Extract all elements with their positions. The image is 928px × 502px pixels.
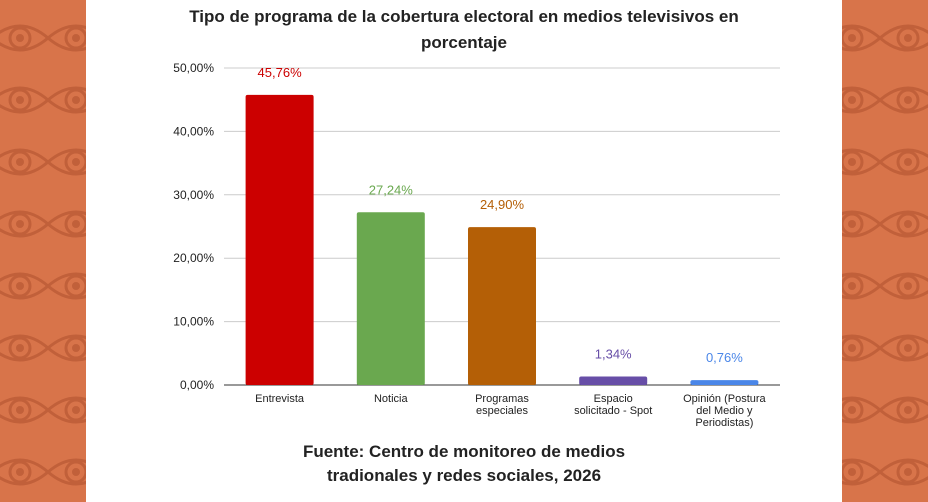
- eye-icon: [842, 334, 883, 362]
- eye-icon: [842, 86, 883, 114]
- eye-icon: [45, 458, 86, 486]
- x-tick-label: Periodistas): [695, 417, 753, 429]
- data-label: 1,34%: [595, 347, 632, 362]
- y-tick-label: 10,00%: [173, 315, 214, 329]
- eye-icon: [0, 396, 51, 424]
- chart-title-line-2: porcentaje: [421, 33, 507, 52]
- source-line-1: Fuente: Centro de monitoreo de medios: [302, 442, 626, 461]
- eye-icon: [0, 458, 51, 486]
- y-tick-label: 0,00%: [180, 378, 214, 392]
- eye-icon: [45, 24, 86, 52]
- x-tick-label: Programas: [475, 393, 529, 405]
- bar: [690, 380, 759, 385]
- eye-pattern-right: [842, 24, 928, 486]
- x-tick-label: Noticia: [374, 393, 409, 405]
- eye-pattern-left: [0, 24, 86, 486]
- x-tick-label: solicitado - Spot: [574, 405, 652, 417]
- eye-icon: [45, 334, 86, 362]
- y-tick-label: 40,00%: [173, 124, 214, 138]
- eye-icon: [45, 396, 86, 424]
- eye-icon: [877, 86, 928, 114]
- eye-icon: [842, 210, 883, 238]
- eye-icon: [0, 86, 51, 114]
- eye-icon: [877, 24, 928, 52]
- chart-source: Fuente: Centro de monitoreo de medios tr…: [86, 440, 842, 488]
- data-label: 45,76%: [258, 65, 303, 80]
- bar: [356, 212, 425, 385]
- chart-title-line-1: Tipo de programa de la cobertura elector…: [189, 7, 739, 26]
- bar: [468, 227, 536, 385]
- x-tick-label: Entrevista: [255, 393, 305, 405]
- data-label: 24,90%: [480, 197, 525, 212]
- source-line-2: tradionales y redes sociales, 2026: [326, 466, 602, 485]
- eye-icon: [45, 210, 86, 238]
- chart-title: Tipo de programa de la cobertura elector…: [86, 4, 842, 56]
- eye-icon: [877, 334, 928, 362]
- eye-icon: [842, 24, 883, 52]
- x-tick-label: Opinión (Postura: [683, 393, 766, 405]
- bar-chart: 0,00% 10,00% 20,00% 30,00% 40,00% 50,00% 45,76…: [173, 61, 780, 429]
- eye-icon: [842, 396, 883, 424]
- y-tick-label: 20,00%: [173, 251, 214, 265]
- eye-icon: [45, 86, 86, 114]
- data-label: 27,24%: [369, 182, 414, 197]
- x-tick-label: Espacio: [594, 393, 633, 405]
- eye-icon: [45, 148, 86, 176]
- chart-panel: Tipo de programa de la cobertura elector…: [86, 0, 842, 502]
- y-tick-label: 30,00%: [173, 188, 214, 202]
- y-tick-label: 50,00%: [173, 61, 214, 75]
- eye-icon: [0, 210, 51, 238]
- eye-icon: [842, 272, 883, 300]
- data-label: 0,76%: [706, 350, 743, 365]
- eye-icon: [0, 272, 51, 300]
- eye-icon: [842, 458, 883, 486]
- bar: [245, 94, 314, 386]
- eye-icon: [877, 210, 928, 238]
- x-tick-label: del Medio y: [696, 405, 753, 417]
- eye-icon: [877, 272, 928, 300]
- eye-icon: [877, 148, 928, 176]
- bar: [579, 376, 648, 385]
- eye-icon: [842, 148, 883, 176]
- eye-icon: [0, 334, 51, 362]
- eye-icon: [877, 458, 928, 486]
- eye-icon: [0, 148, 51, 176]
- eye-icon: [877, 396, 928, 424]
- eye-icon: [45, 272, 86, 300]
- eye-icon: [0, 24, 51, 52]
- x-tick-label: especiales: [476, 405, 528, 417]
